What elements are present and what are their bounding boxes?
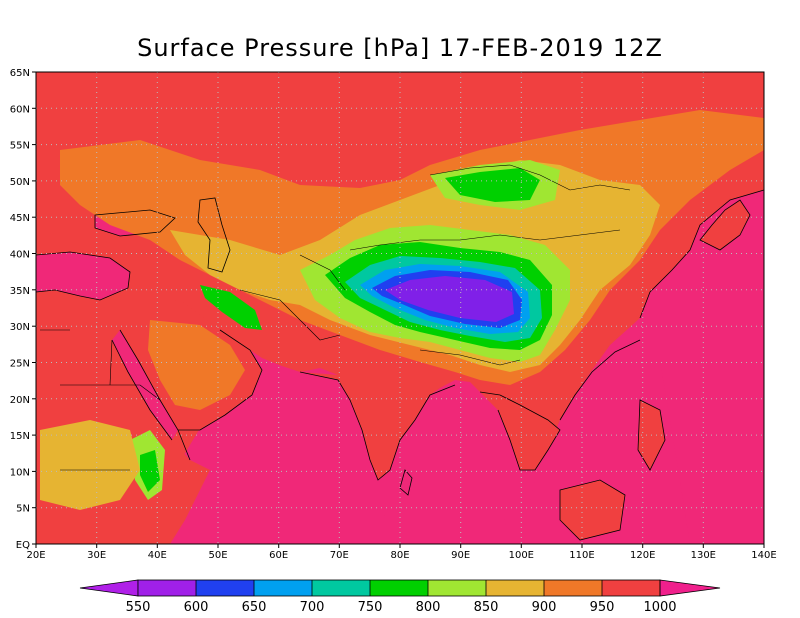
lon-tick-labels: 20E 30E 40E 50E 60E 70E 80E 90E 100E 110… xyxy=(26,550,776,561)
lat-tick-label: 25N xyxy=(10,359,30,370)
gridlines xyxy=(36,72,764,544)
mongolia-core xyxy=(445,168,540,202)
colorbar-segment xyxy=(544,580,602,596)
red-sea xyxy=(112,330,178,440)
lat-tick-labels: EQ 5N 10N 15N 20N 25N 30N 35N 40N 45N 50… xyxy=(10,68,30,551)
colorbar-segment xyxy=(312,580,370,596)
lon-tick-label: 40E xyxy=(148,550,167,561)
pacific-ocean xyxy=(640,190,764,544)
colorbar-segment xyxy=(196,580,254,596)
ethiopia-core xyxy=(140,450,160,492)
lon-tick-label: 20E xyxy=(26,550,45,561)
japan-land xyxy=(700,200,750,250)
colorbar-label: 650 xyxy=(242,600,267,615)
colorbar-above-arrow xyxy=(659,579,721,597)
colorbar-label: 900 xyxy=(532,600,557,615)
lon-tick-label: 140E xyxy=(751,550,776,561)
colorbar-label: 600 xyxy=(184,600,209,615)
africa-highland xyxy=(40,420,140,510)
lat-tick-label: 15N xyxy=(10,431,30,442)
colorbar-segment xyxy=(602,580,660,596)
lat-tick-label: 60N xyxy=(10,104,30,115)
colorbar-segment xyxy=(428,580,486,596)
lat-tick-label: 30N xyxy=(10,322,30,333)
colorbar: 550 600 650 700 750 800 850 900 950 1000 xyxy=(79,579,721,615)
arabia-upland xyxy=(148,320,245,410)
lon-tick-label: 120E xyxy=(630,550,655,561)
tick-marks xyxy=(32,71,765,548)
colorbar-label: 950 xyxy=(590,600,615,615)
lon-tick-label: 110E xyxy=(569,550,594,561)
lat-tick-label: 40N xyxy=(10,250,30,261)
colorbar-label: 850 xyxy=(474,600,499,615)
lat-tick-label: 45N xyxy=(10,213,30,224)
colorbar-below-arrow xyxy=(79,579,139,597)
lon-tick-label: 100E xyxy=(509,550,534,561)
map-title: Surface Pressure [hPa] 17-FEB-2019 12Z xyxy=(137,34,663,62)
colorbar-label: 750 xyxy=(358,600,383,615)
lon-tick-label: 70E xyxy=(330,550,349,561)
colorbar-segment xyxy=(254,580,312,596)
lat-tick-label: 55N xyxy=(10,141,30,152)
colorbar-segment xyxy=(370,580,428,596)
colorbar-label: 800 xyxy=(416,600,441,615)
indochina-land xyxy=(480,392,560,470)
colorbar-segment xyxy=(138,580,196,596)
bay-of-bengal xyxy=(380,385,510,544)
borneo-land xyxy=(560,480,625,540)
colorbar-segment xyxy=(486,580,544,596)
lon-tick-label: 50E xyxy=(208,550,227,561)
lat-tick-label: 50N xyxy=(10,177,30,188)
lat-tick-label: 5N xyxy=(16,504,30,515)
lon-tick-label: 90E xyxy=(451,550,470,561)
lat-tick-label: 20N xyxy=(10,395,30,406)
coastlines xyxy=(36,164,764,541)
colorbar-label: 550 xyxy=(126,600,151,615)
colorbar-label: 700 xyxy=(300,600,325,615)
lon-tick-label: 30E xyxy=(87,550,106,561)
lon-tick-label: 60E xyxy=(269,550,288,561)
zagros-patch xyxy=(200,285,262,330)
colorbar-label: 1000 xyxy=(643,600,676,615)
lat-tick-label: 35N xyxy=(10,286,30,297)
mediterranean-sea xyxy=(36,252,130,300)
tibet-core xyxy=(385,276,514,322)
lat-tick-label: 65N xyxy=(10,68,30,79)
india-land xyxy=(300,368,430,480)
lon-tick-label: 130E xyxy=(691,550,716,561)
lat-tick-label: EQ xyxy=(16,540,30,551)
lon-tick-label: 80E xyxy=(390,550,409,561)
lat-tick-label: 10N xyxy=(10,467,30,478)
